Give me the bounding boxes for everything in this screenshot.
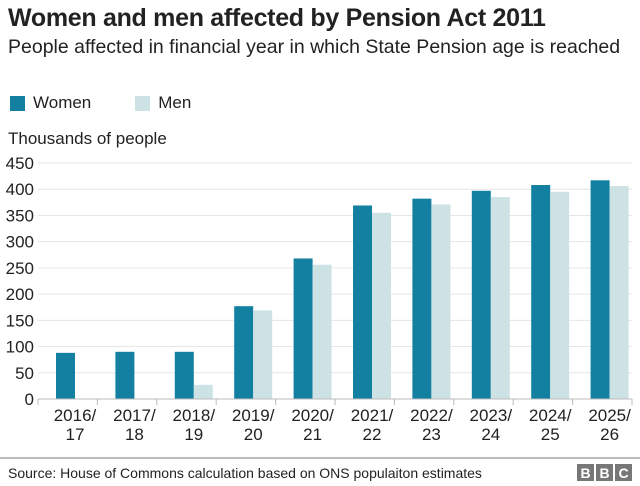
bar-men [193,384,213,399]
legend: Women Men [10,93,235,113]
chart-subtitle: People affected in financial year in whi… [8,36,621,58]
bbc-logo-letter: B [577,464,594,481]
source-note: Source: House of Commons calculation bas… [8,465,482,481]
x-tick-label: 2019/ [232,406,275,425]
footer-divider [0,457,640,459]
y-tick-label: 200 [6,285,34,304]
chart-title: Women and men affected by Pension Act 20… [8,4,546,32]
x-tick-label: 2022/ [410,406,453,425]
y-tick-label: 450 [6,154,34,173]
legend-label-men: Men [158,93,192,112]
x-tick-label: 20 [244,425,263,444]
bar-men [431,204,451,399]
bar-women [293,258,313,399]
x-tick-label: 22 [363,425,382,444]
x-tick-label: 23 [422,425,441,444]
y-tick-label: 250 [6,259,34,278]
x-tick-label: 2023/ [470,406,513,425]
x-tick-label: 2025/ [588,406,631,425]
x-tick-label: 25 [541,425,560,444]
bar-men [312,264,332,399]
y-tick-label: 400 [6,180,34,199]
y-tick-label: 50 [15,364,34,383]
bar-women [531,185,551,399]
legend-item-men: Men [135,93,191,113]
bbc-logo-letter: B [596,464,613,481]
bbc-logo-letter: C [615,464,632,481]
y-tick-label: 0 [25,390,34,409]
bar-men [490,197,510,399]
bar-women [590,180,610,399]
x-tick-label: 2024/ [529,406,572,425]
x-tick-label: 19 [184,425,203,444]
bar-women [412,198,432,399]
bar-women [56,352,75,399]
bar-women [471,190,491,399]
bar-women [234,306,254,399]
bar-women [115,351,135,399]
bar-men [609,186,629,399]
legend-swatch-men [135,95,151,111]
bar-men [253,310,273,399]
x-tick-label: 21 [303,425,322,444]
x-tick-label: 2021/ [351,406,394,425]
x-tick-label: 18 [125,425,144,444]
y-tick-label: 350 [6,206,34,225]
y-tick-label: 100 [6,338,34,357]
x-tick-label: 2017/ [113,406,156,425]
x-tick-label: 2018/ [173,406,216,425]
bar-men [550,191,570,399]
bar-women [174,351,194,399]
bar-women [353,205,372,399]
y-tick-label: 300 [6,233,34,252]
legend-swatch-women [10,95,25,111]
x-tick-label: 2020/ [291,406,334,425]
x-tick-label: 2016/ [54,406,97,425]
x-tick-label: 17 [66,425,85,444]
legend-item-women: Women [10,93,91,113]
x-tick-label: 24 [481,425,500,444]
bar-men [372,212,391,399]
legend-label-women: Women [33,93,92,112]
y-axis-label: Thousands of people [8,129,167,148]
x-tick-label: 26 [600,425,619,444]
bbc-logo: B B C [577,464,632,481]
y-tick-label: 150 [6,311,34,330]
